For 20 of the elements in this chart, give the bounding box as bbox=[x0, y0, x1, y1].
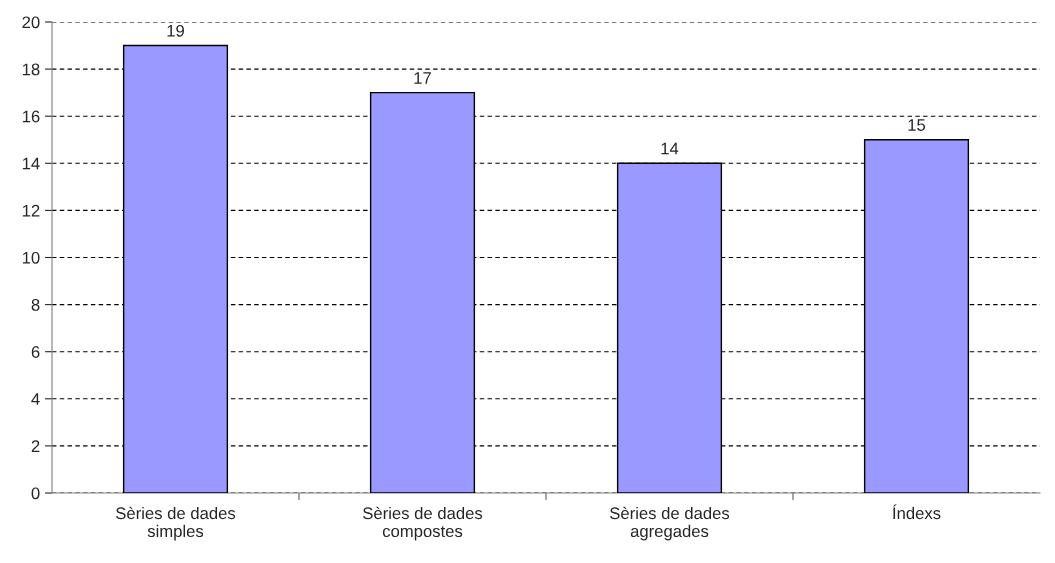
data-label: 17 bbox=[414, 72, 431, 84]
data-label: 19 bbox=[167, 24, 184, 37]
x-tick-label: Sèries de dades compostes bbox=[363, 506, 483, 541]
y-tick-label: 16 bbox=[22, 110, 40, 123]
x-tick-label: Índexs bbox=[893, 504, 941, 520]
y-tick-label: 2 bbox=[31, 440, 40, 452]
y-tick-label: 6 bbox=[31, 346, 40, 358]
data-label: 15 bbox=[908, 119, 926, 131]
x-tick-label: Sèries de dades simples bbox=[116, 506, 236, 541]
y-tick-label: 0 bbox=[31, 487, 40, 500]
y-tick-label: 8 bbox=[31, 299, 40, 311]
y-tick-label: 10 bbox=[22, 251, 40, 264]
y-tick-label: 12 bbox=[22, 204, 40, 217]
y-tick-label: 14 bbox=[22, 157, 40, 170]
bar bbox=[616, 162, 723, 493]
x-tick-label: Sèries de dades agregades bbox=[610, 506, 730, 541]
data-label: 14 bbox=[661, 142, 679, 155]
y-tick-label: 18 bbox=[22, 63, 40, 76]
y-tick-label: 4 bbox=[31, 393, 40, 405]
y-tick-label: 20 bbox=[22, 16, 40, 29]
